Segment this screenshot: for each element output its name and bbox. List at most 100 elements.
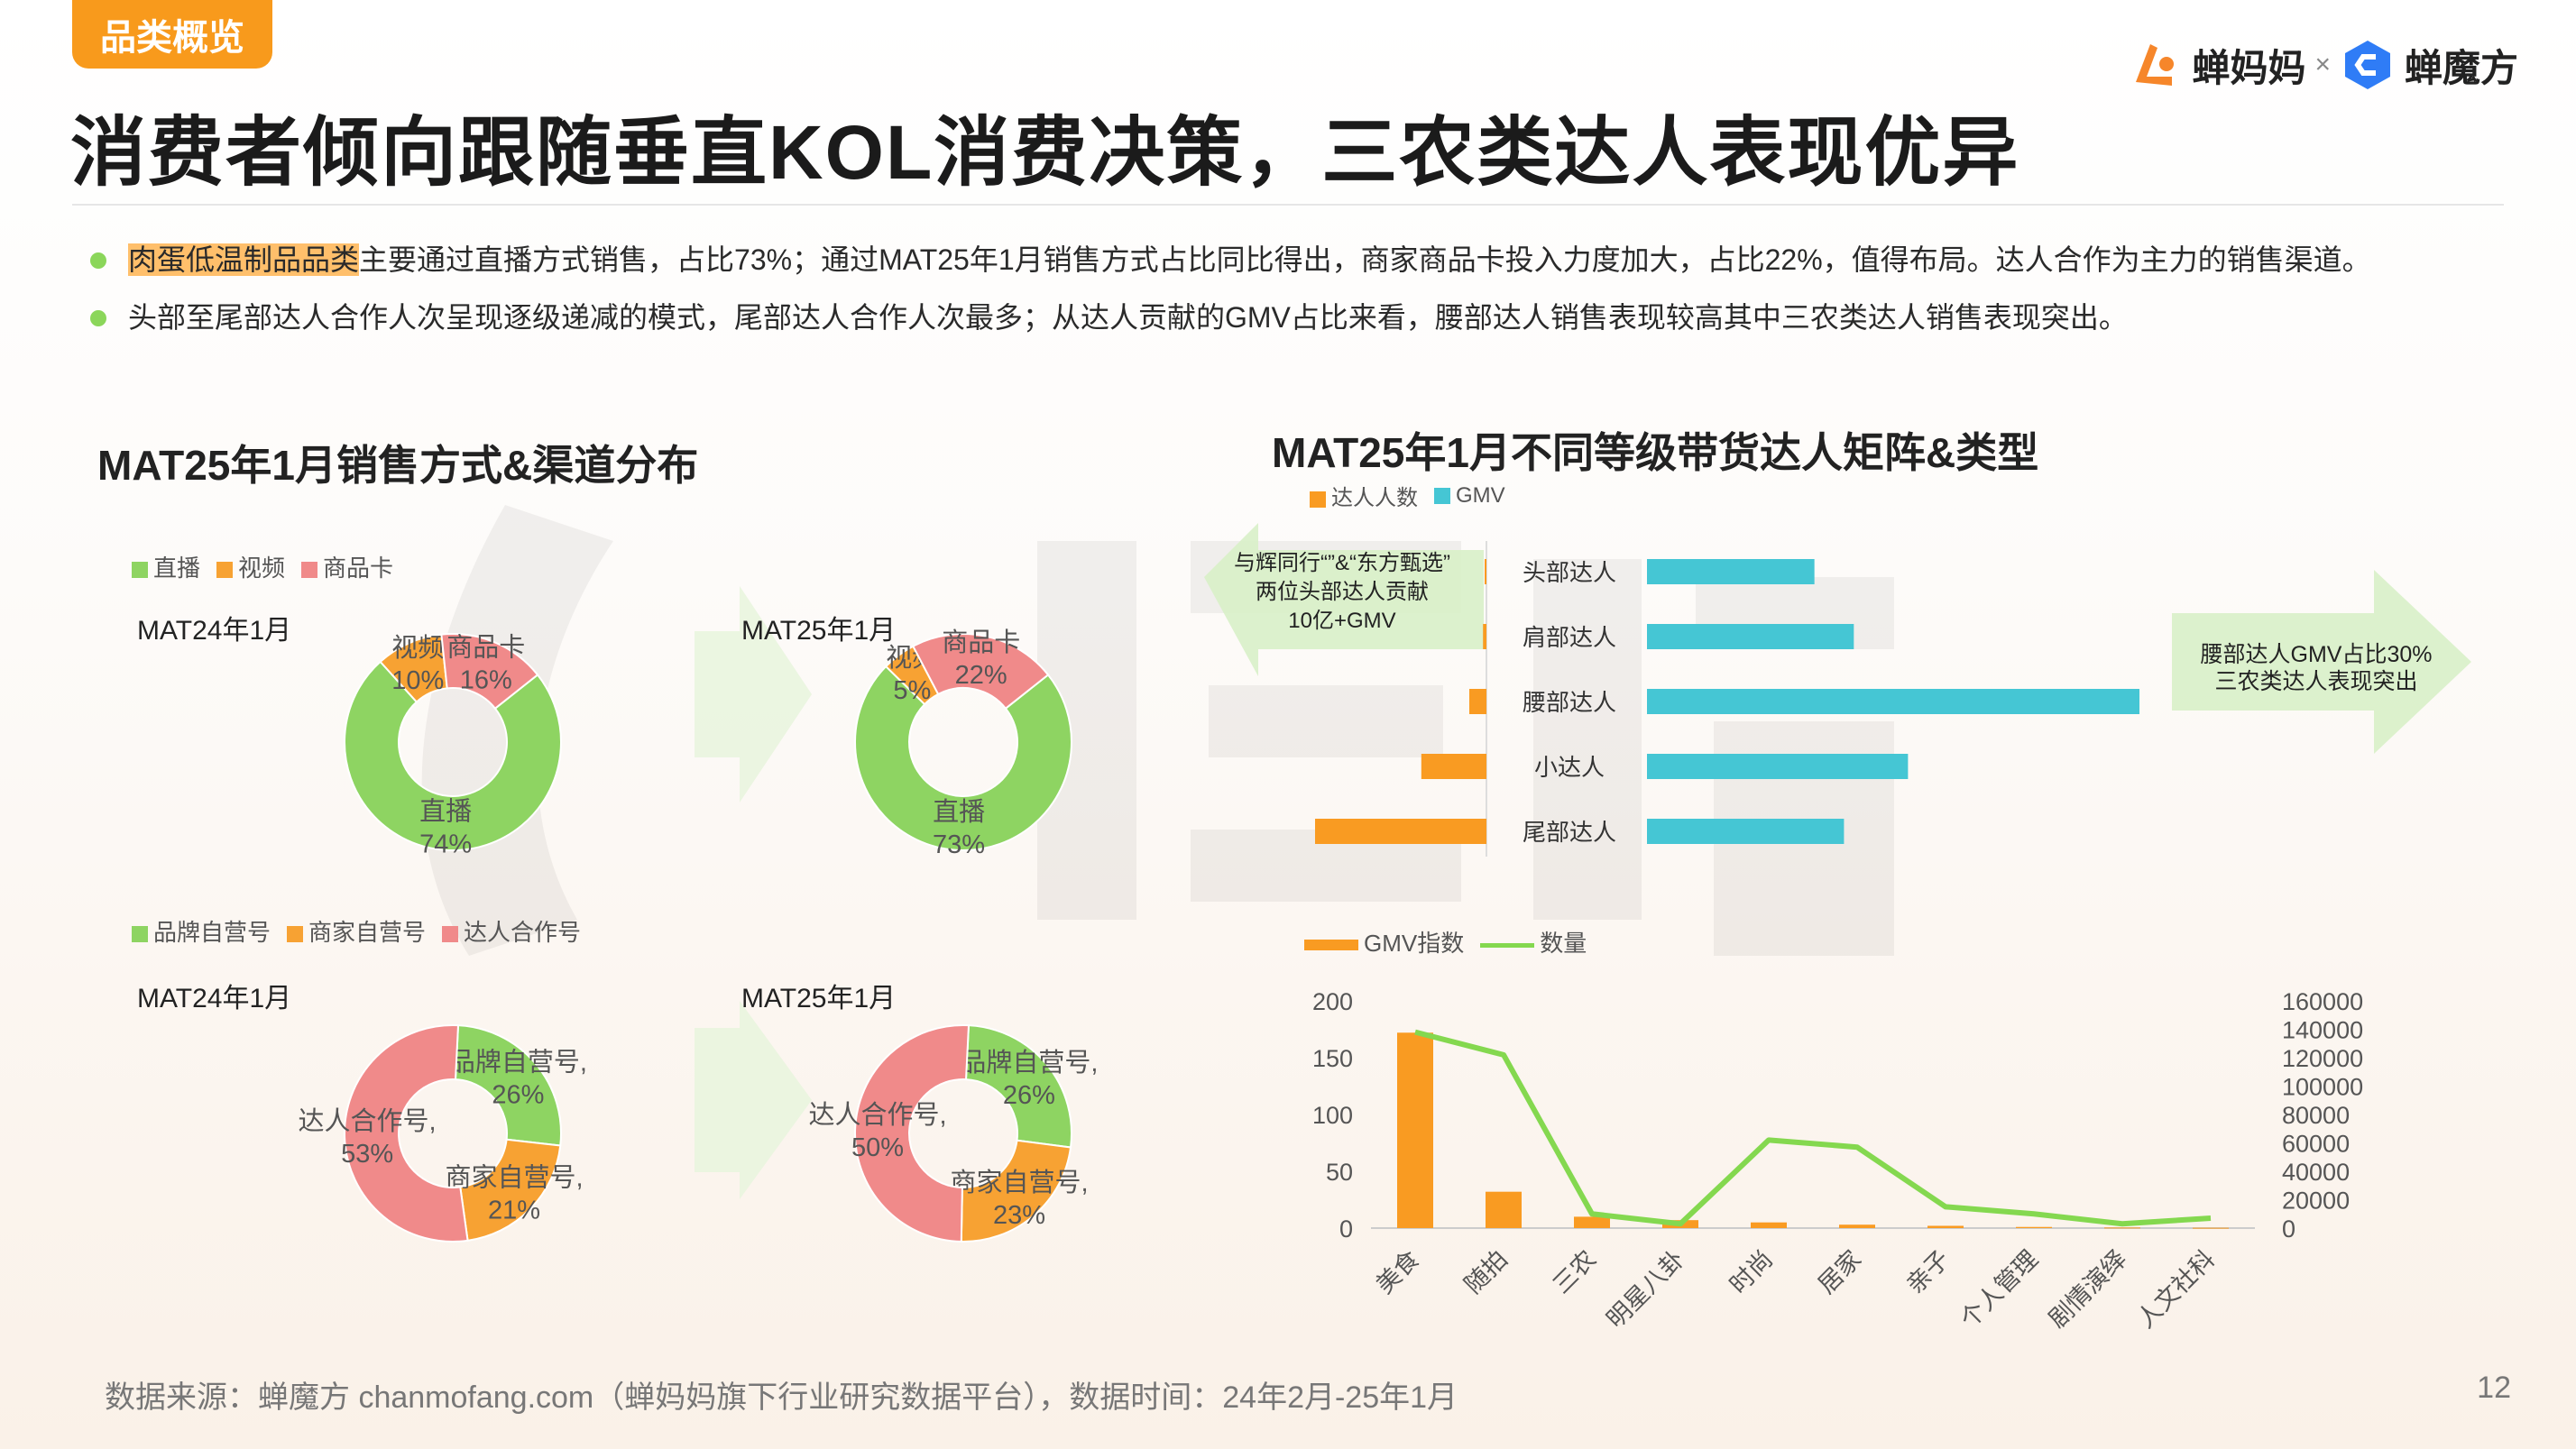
legend-label: 商家自营号 (308, 919, 427, 946)
slice-label: 直播 73% (933, 797, 985, 859)
legend-label: GMV (1456, 482, 1505, 508)
slice-label: 直播 74% (419, 797, 472, 859)
legend-swatch-orange (216, 562, 234, 579)
legend-swatch-green (132, 562, 148, 579)
gmv-bar (1647, 559, 1815, 584)
x-tick-label: 随拍 (1459, 1245, 1513, 1298)
period-label: MAT24年1月 (137, 984, 292, 1013)
legend-swatch-green (132, 926, 148, 943)
bullet-item: 头部至尾部达人合作人次呈现逐级递减的模式，尾部达人合作人次最多；从达人贡献的GM… (90, 289, 2489, 346)
donut-slice (344, 1024, 469, 1243)
y-tick-right: 140000 (2282, 1017, 2363, 1044)
talent-count-bar (1421, 754, 1486, 779)
donut-legend-channel: 品牌自营号 商家自营号 达人合作号 (132, 914, 581, 948)
legend-label: 商品卡 (323, 555, 394, 582)
annotation-left-line: 与辉同行“”&“东方甄选” (1234, 551, 1450, 575)
legend-label: 达人合作号 (464, 919, 582, 946)
bullet-text: 头部至尾部达人合作人次呈现逐级递减的模式，尾部达人合作人次最多；从达人贡献的GM… (128, 301, 2128, 334)
gmv-bar (1647, 819, 1845, 844)
slice-label: 商品卡 16% (446, 632, 525, 694)
legend-label: GMV指数 (1364, 930, 1465, 957)
y-tick-right: 120000 (2282, 1045, 2363, 1072)
legend-item: 品牌自营号 (132, 914, 271, 948)
y-tick-right: 20000 (2282, 1188, 2350, 1215)
y-tick-left: 0 (1339, 1215, 1353, 1243)
legend-item: 直播 (132, 550, 200, 583)
x-tick-label: 个人管理 (1955, 1245, 2044, 1334)
annotation-right-line: 腰部达人GMV占比30% (2201, 642, 2433, 667)
legend-swatch-red (301, 562, 318, 579)
y-tick-right: 80000 (2282, 1102, 2350, 1129)
gmv-index-bar (1751, 1222, 1787, 1228)
gmv-bar (1647, 689, 2139, 714)
y-tick-left: 200 (1312, 988, 1353, 1015)
legend-label: 品牌自营号 (153, 919, 271, 946)
legend-label: 直播 (153, 555, 201, 582)
x-tick-label: 亲子 (1901, 1245, 1955, 1298)
gmv-index-bar (2193, 1227, 2229, 1229)
legend-swatch-red (442, 926, 459, 943)
donut-slice (854, 1024, 971, 1243)
talent-count-bar (1483, 624, 1486, 649)
legend-swatch-line (1480, 942, 1535, 948)
donut-slice (960, 1139, 1072, 1243)
y-tick-right: 160000 (2282, 988, 2363, 1015)
legend-item: 视频 (216, 550, 285, 583)
x-tick-label: 人文社科 (2132, 1245, 2221, 1334)
annotation-right-line: 三农类达人表现突出 (2214, 669, 2417, 694)
x-tick-label: 美食 (1371, 1245, 1424, 1298)
donut-slice (344, 660, 562, 851)
bullet-dot-icon (90, 310, 106, 326)
title-divider (72, 204, 2504, 206)
legend-item: 商家自营号 (287, 914, 426, 948)
gmv-bar (1647, 624, 1854, 649)
page-number: 12 (2477, 1371, 2511, 1405)
talent-count-bar (1469, 689, 1486, 714)
donut-slice (854, 665, 1072, 851)
donut-slice (440, 633, 539, 711)
chanmama-logo-icon (2136, 44, 2175, 86)
slice-label: 品牌自营号, 26% (449, 1048, 587, 1110)
donut-slice (454, 1024, 562, 1147)
talent-count-bar (1315, 819, 1486, 844)
legend-swatch-orange (287, 926, 304, 943)
section-tag: 品类概览 (72, 0, 272, 69)
legend-item: 达人合作号 (442, 914, 581, 948)
combo-legend: GMV指数 数量 (1304, 925, 1587, 958)
legend-swatch-orange (1310, 491, 1326, 508)
category-label: 腰部达人 (1523, 689, 1616, 716)
left-section-title: MAT25年1月销售方式&渠道分布 (97, 442, 699, 489)
annotation-right-callout: 腰部达人GMV占比30% 三农类达人表现突出 (2172, 570, 2471, 754)
bullet-text: 主要通过直播方式销售，占比73%；通过MAT25年1月销售方式占比同比得出，商家… (359, 243, 2371, 276)
talent-count-bar (1485, 559, 1486, 584)
legend-item: GMV指数 (1304, 925, 1464, 958)
page-title: 消费者倾向跟随垂直KOL消费决策，三农类达人表现优异 (70, 110, 2020, 195)
legend-label: 达人人数 (1331, 486, 1418, 510)
legend-item: GMV (1434, 483, 1505, 509)
donut-chart: 品牌自营号, 26% 商家自营号, 21%达人合作号, 53% (299, 1024, 587, 1243)
bar-legend: 达人人数 GMV (1310, 480, 1505, 511)
slice-label: 商品卡 22% (942, 628, 1020, 690)
category-label: 头部达人 (1523, 559, 1616, 586)
category-label: 小达人 (1534, 754, 1605, 781)
donut-slice (911, 633, 1050, 711)
gmv-index-bar (2104, 1227, 2140, 1229)
y-tick-right: 0 (2282, 1215, 2295, 1243)
annotation-left-line: 10亿+GMV (1288, 609, 1395, 633)
data-source-footer: 数据来源：蝉魔方 chanmofang.com（蝉妈妈旗下行业研究数据平台），数… (105, 1380, 1458, 1415)
legend-item: 商品卡 (301, 550, 393, 583)
x-tick-label: 三农 (1548, 1245, 1601, 1298)
category-label: 肩部达人 (1523, 624, 1616, 651)
logo-separator: × (2314, 50, 2331, 79)
y-tick-right: 60000 (2282, 1131, 2350, 1158)
slice-label: 达人合作号, 53% (299, 1106, 437, 1169)
donut-chart: 直播 74% 视频 10%商品卡 16% (344, 632, 562, 859)
gmv-index-bar (1927, 1225, 1964, 1228)
gmv-index-bar (1486, 1191, 1522, 1228)
summary-bullets: 肉蛋低温制品品类主要通过直播方式销售，占比73%；通过MAT25年1月销售方式占… (90, 231, 2489, 346)
y-tick-left: 50 (1326, 1159, 1353, 1186)
period-label: MAT24年1月 (137, 616, 292, 646)
right-section-title: MAT25年1月不同等级带货达人矩阵&类型 (1272, 429, 2039, 476)
period-label: MAT25年1月 (741, 616, 897, 646)
